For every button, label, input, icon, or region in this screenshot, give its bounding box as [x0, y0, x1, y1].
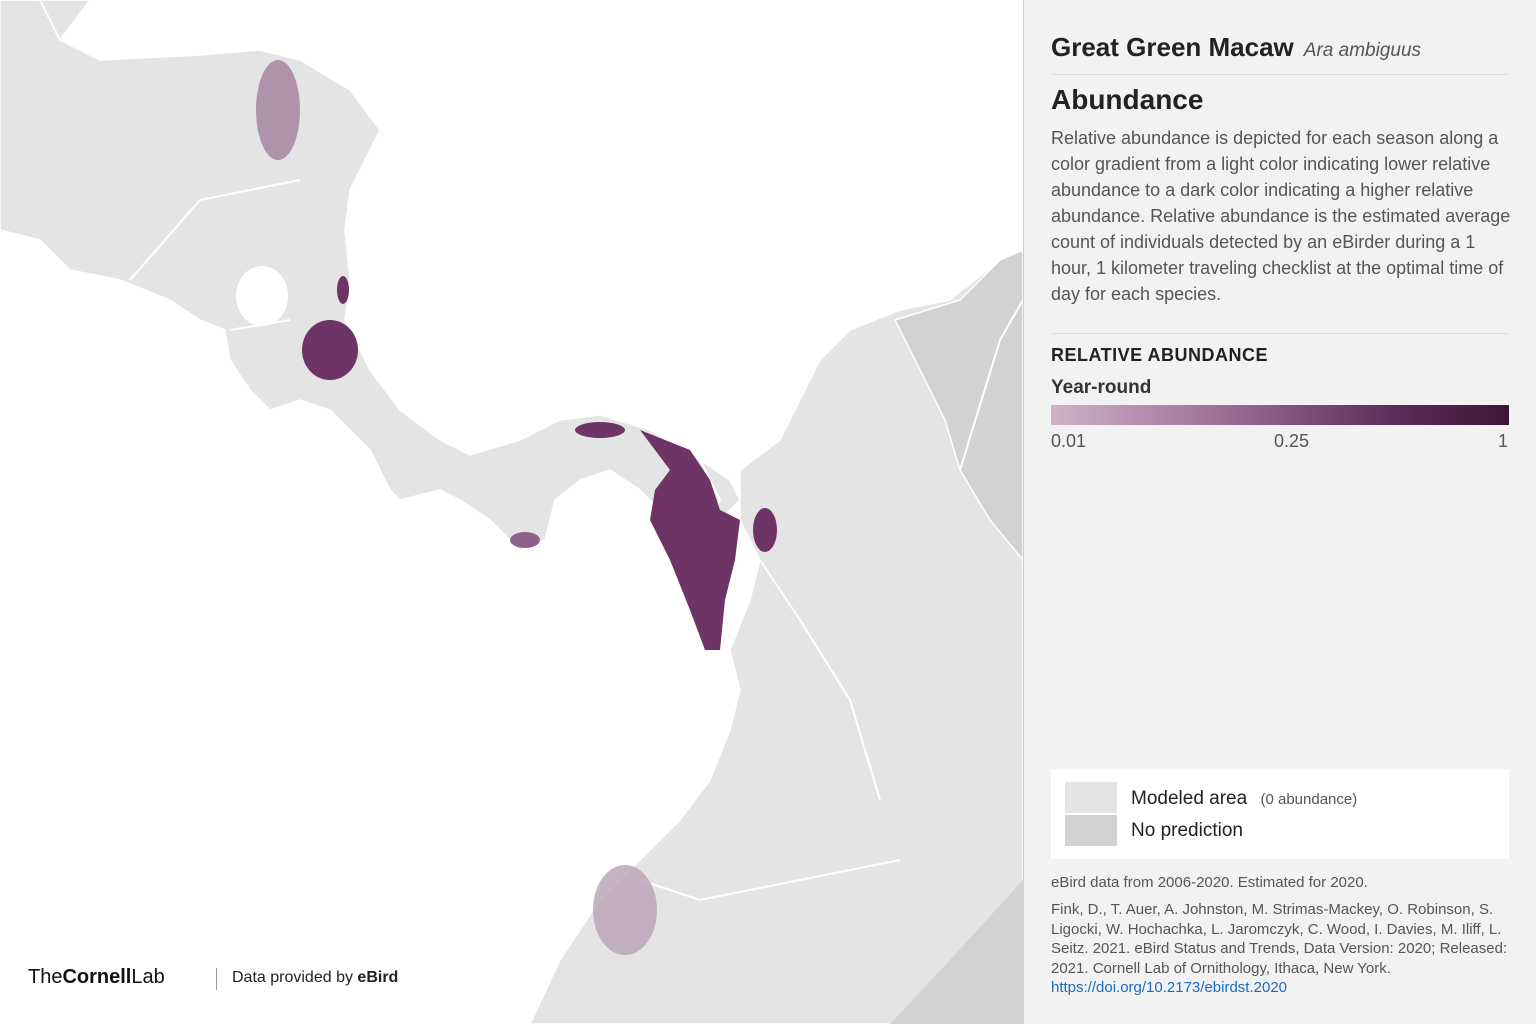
logo-text: The	[28, 966, 63, 988]
side-panel: Great Green Macaw Ara ambiguus Abundance …	[1023, 0, 1536, 1024]
provider-name: eBird	[357, 969, 399, 986]
key-label: No prediction	[1131, 820, 1243, 841]
map	[0, 0, 1023, 1024]
abundance-area	[337, 276, 349, 304]
abundance-areas	[256, 60, 777, 955]
gradient-tick: 1	[1498, 431, 1509, 451]
color-gradient	[1051, 405, 1509, 425]
species-name: Great Green Macaw	[1051, 32, 1294, 62]
abundance-area	[593, 865, 657, 955]
abundance-area	[256, 60, 300, 160]
data-note: eBird data from 2006-2020. Estimated for…	[1051, 874, 1368, 891]
lake	[236, 266, 288, 326]
provider-text: Data provided by	[232, 969, 353, 986]
season-label: Year-round	[1051, 377, 1152, 398]
species-header: Great Green Macaw Ara ambiguus	[1051, 32, 1421, 63]
logo-text: Lab	[131, 966, 165, 988]
divider	[1051, 333, 1509, 334]
abundance-area	[302, 320, 358, 380]
swatch-modeled	[1065, 782, 1117, 813]
provider: Data provided by eBird	[232, 969, 398, 987]
abundance-area	[753, 508, 777, 552]
abundance-area	[640, 430, 740, 650]
citation: Fink, D., T. Auer, A. Johnston, M. Strim…	[1051, 901, 1508, 977]
gradient-tick: 0.25	[1274, 431, 1310, 451]
divider	[1051, 74, 1509, 75]
land-south-america	[529, 249, 1023, 1024]
no-prediction-area	[890, 880, 1023, 1024]
abundance-area	[575, 422, 625, 438]
key-note: (0 abundance)	[1260, 791, 1358, 808]
legend-title: RELATIVE ABUNDANCE	[1051, 345, 1269, 365]
border	[39, 0, 1023, 902]
key-label: Modeled area	[1131, 788, 1248, 809]
logo: TheCornellLab	[28, 966, 165, 989]
no-prediction-area	[893, 249, 1023, 562]
description: Relative abundance is depicted for each …	[1051, 128, 1511, 304]
scientific-name: Ara ambiguus	[1303, 40, 1422, 61]
divider	[216, 968, 217, 990]
logo-text: Cornell	[62, 966, 132, 988]
gradient-tick: 0.01	[1051, 431, 1087, 451]
section-title: Abundance	[1051, 84, 1204, 115]
swatch-no-prediction	[1065, 815, 1117, 846]
abundance-area	[510, 532, 540, 548]
doi-link[interactable]: https://doi.org/10.2173/ebirdst.2020	[1051, 979, 1288, 996]
citation-block: Fink, D., T. Auer, A. Johnston, M. Strim…	[1051, 900, 1513, 998]
map-key: Modeled area (0 abundance) No prediction	[1051, 769, 1509, 859]
